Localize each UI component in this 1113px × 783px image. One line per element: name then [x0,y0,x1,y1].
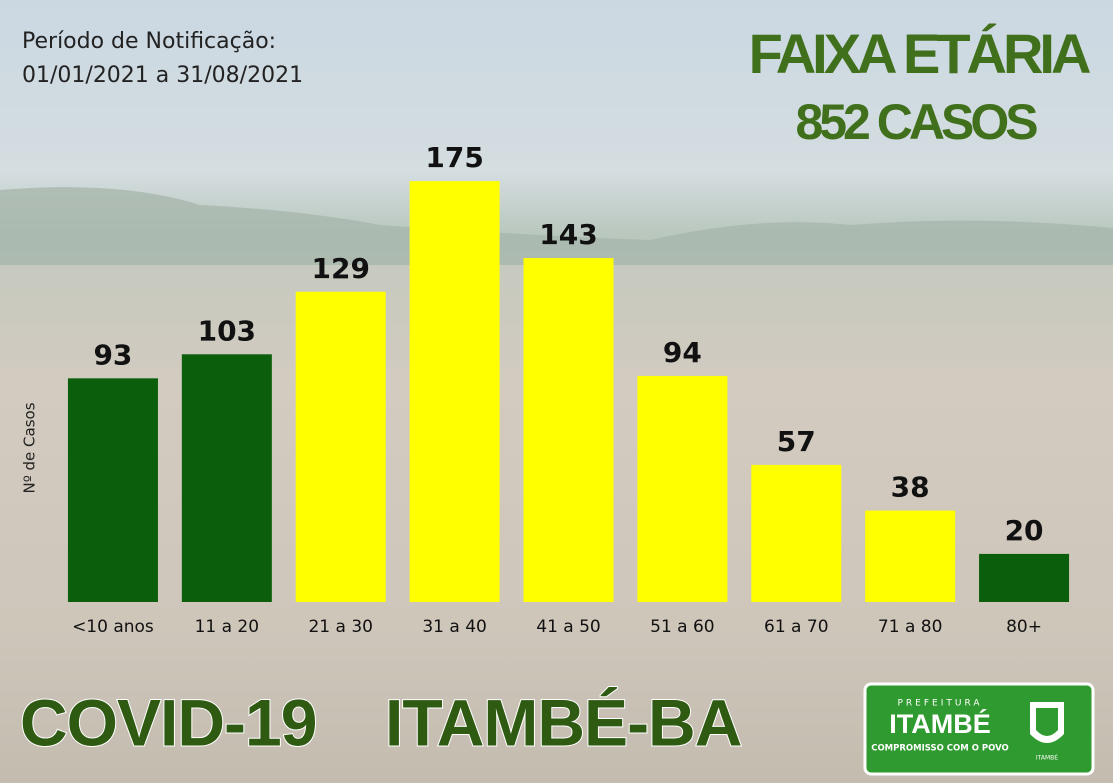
chart-title: FAIXA ETÁRIA [749,22,1090,85]
x-tick-label: 51 a 60 [650,617,715,637]
y-axis-label: Nº de Casos [21,402,39,493]
bar [181,354,272,602]
x-tick-label: 31 a 40 [422,617,487,637]
bar [751,464,842,602]
value-label: 94 [663,336,702,369]
value-label: 20 [1005,514,1044,547]
x-tick-label: 71 a 80 [878,617,943,637]
x-tick-label: 61 a 70 [764,617,829,637]
logo-name: ITAMBÉ [889,708,991,739]
value-label: 57 [777,425,816,458]
x-tick-label: 41 a 50 [536,617,601,637]
logo-top: PREFEITURA [897,699,982,709]
footer-title-right: ITAMBÉ-BA [385,685,741,759]
bar [295,291,386,602]
bar [979,553,1070,602]
crest-inner [1036,708,1058,736]
period-range: 01/01/2021 a 31/08/2021 [22,63,303,88]
logo: PREFEITURA ITAMBÉ COMPROMISSO COM O POVO… [863,682,1095,776]
bar [67,378,158,602]
logo-motto: COMPROMISSO COM O POVO [871,744,1009,754]
value-label: 129 [311,252,369,285]
chart-subtitle: 852 CASOS [795,94,1037,150]
bar [523,258,614,602]
x-tick-label: 80+ [1006,617,1042,637]
bar [865,510,956,602]
value-label: 38 [891,471,930,504]
value-label: 93 [93,338,132,371]
value-label: 143 [539,218,597,251]
crest-label: ITAMBÉ [1036,754,1058,762]
value-label: 175 [425,141,483,174]
x-tick-label: 11 a 20 [195,617,260,637]
x-tick-label: 21 a 30 [308,617,373,637]
bar [409,181,500,602]
value-label: 103 [198,314,256,347]
footer-title-left: COVID-19 [20,685,316,759]
period-label: Período de Notificação: [22,29,276,54]
hills [0,187,1113,265]
bar [637,375,728,602]
x-tick-label: <10 anos [72,617,154,637]
